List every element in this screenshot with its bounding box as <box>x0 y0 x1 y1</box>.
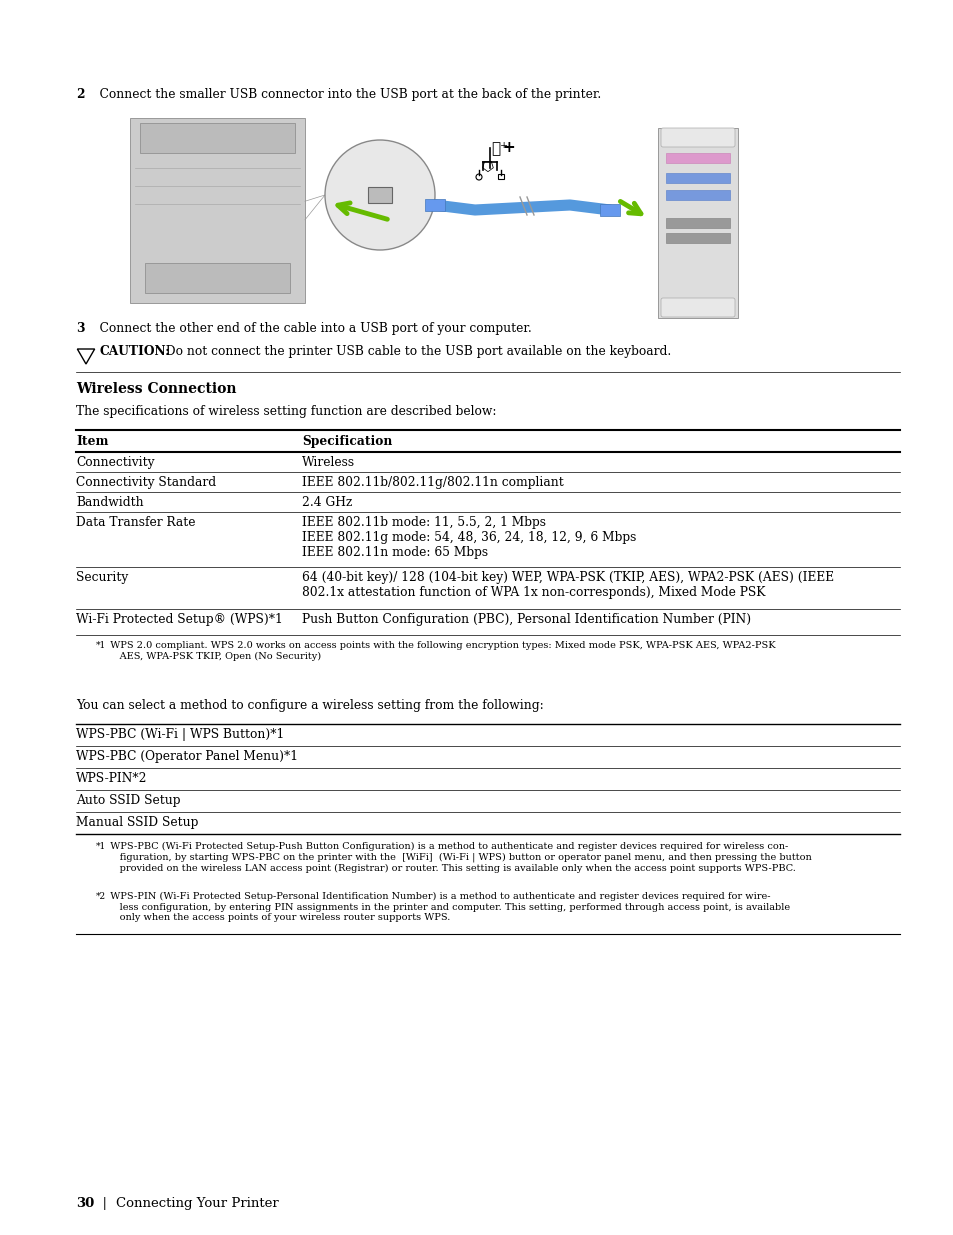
FancyBboxPatch shape <box>130 119 305 303</box>
FancyBboxPatch shape <box>368 186 392 203</box>
FancyBboxPatch shape <box>658 128 738 317</box>
Text: The specifications of wireless setting function are described below:: The specifications of wireless setting f… <box>76 405 496 417</box>
Text: IEEE 802.11b mode: 11, 5.5, 2, 1 Mbps
IEEE 802.11g mode: 54, 48, 36, 24, 18, 12,: IEEE 802.11b mode: 11, 5.5, 2, 1 Mbps IE… <box>302 516 636 559</box>
Text: 2.4 GHz: 2.4 GHz <box>302 496 352 509</box>
Text: 30: 30 <box>76 1197 94 1210</box>
Circle shape <box>476 174 481 180</box>
FancyBboxPatch shape <box>145 263 290 293</box>
FancyBboxPatch shape <box>665 153 729 163</box>
Text: 3: 3 <box>76 322 85 335</box>
Text: Auto SSID Setup: Auto SSID Setup <box>76 794 180 806</box>
Text: WPS 2.0 compliant. WPS 2.0 works on access points with the following encryption : WPS 2.0 compliant. WPS 2.0 works on acce… <box>104 641 775 661</box>
Text: Data Transfer Rate: Data Transfer Rate <box>76 516 195 529</box>
Text: 64 (40-bit key)/ 128 (104-bit key) WEP, WPA-PSK (TKIP, AES), WPA2-PSK (AES) (IEE: 64 (40-bit key)/ 128 (104-bit key) WEP, … <box>302 571 833 599</box>
Text: Push Button Configuration (PBC), Personal Identification Number (PIN): Push Button Configuration (PBC), Persona… <box>302 613 750 626</box>
FancyBboxPatch shape <box>660 298 734 317</box>
Text: ⬜⁺: ⬜⁺ <box>491 141 508 156</box>
Text: Wi-Fi Protected Setup® (WPS)*1: Wi-Fi Protected Setup® (WPS)*1 <box>76 613 282 626</box>
Text: You can select a method to configure a wireless setting from the following:: You can select a method to configure a w… <box>76 699 543 713</box>
FancyBboxPatch shape <box>140 124 294 153</box>
Text: WPS-PBC (Wi-Fi | WPS Button)*1: WPS-PBC (Wi-Fi | WPS Button)*1 <box>76 727 284 741</box>
Text: |: | <box>94 1197 115 1210</box>
Text: Manual SSID Setup: Manual SSID Setup <box>76 816 198 829</box>
FancyBboxPatch shape <box>665 219 729 228</box>
Circle shape <box>325 140 435 249</box>
Text: CAUTION:: CAUTION: <box>100 345 171 358</box>
Text: Connectivity Standard: Connectivity Standard <box>76 475 216 489</box>
Text: +: + <box>501 140 515 154</box>
FancyBboxPatch shape <box>660 128 734 147</box>
Text: Connecting Your Printer: Connecting Your Printer <box>116 1197 278 1210</box>
Text: *1: *1 <box>96 842 106 851</box>
FancyBboxPatch shape <box>424 199 444 211</box>
Text: WPS-PBC (Operator Panel Menu)*1: WPS-PBC (Operator Panel Menu)*1 <box>76 750 297 763</box>
Text: Item: Item <box>76 435 109 448</box>
Text: Wireless: Wireless <box>302 456 355 469</box>
Text: Connectivity: Connectivity <box>76 456 154 469</box>
Text: Connect the smaller USB connector into the USB port at the back of the printer.: Connect the smaller USB connector into t… <box>88 88 600 101</box>
Text: *2: *2 <box>96 892 106 902</box>
Text: ⬠: ⬠ <box>481 156 494 170</box>
Text: IEEE 802.11b/802.11g/802.11n compliant: IEEE 802.11b/802.11g/802.11n compliant <box>302 475 563 489</box>
Text: Wireless Connection: Wireless Connection <box>76 382 236 396</box>
Text: WPS-PBC (Wi-Fi Protected Setup-Push Button Configuration) is a method to authent: WPS-PBC (Wi-Fi Protected Setup-Push Butt… <box>104 842 811 873</box>
Text: *1: *1 <box>96 641 106 650</box>
Text: Do not connect the printer USB cable to the USB port available on the keyboard.: Do not connect the printer USB cable to … <box>162 345 671 358</box>
Text: Connect the other end of the cable into a USB port of your computer.: Connect the other end of the cable into … <box>88 322 531 335</box>
Text: Security: Security <box>76 571 128 584</box>
Text: 2: 2 <box>76 88 85 101</box>
FancyBboxPatch shape <box>497 174 503 179</box>
Text: Bandwidth: Bandwidth <box>76 496 144 509</box>
Text: WPS-PIN*2: WPS-PIN*2 <box>76 772 148 785</box>
FancyBboxPatch shape <box>599 204 619 216</box>
FancyBboxPatch shape <box>665 190 729 200</box>
Text: WPS-PIN (Wi-Fi Protected Setup-Personal Identification Number) is a method to au: WPS-PIN (Wi-Fi Protected Setup-Personal … <box>104 892 789 921</box>
FancyBboxPatch shape <box>665 233 729 243</box>
Text: Specification: Specification <box>302 435 392 448</box>
FancyBboxPatch shape <box>665 173 729 183</box>
